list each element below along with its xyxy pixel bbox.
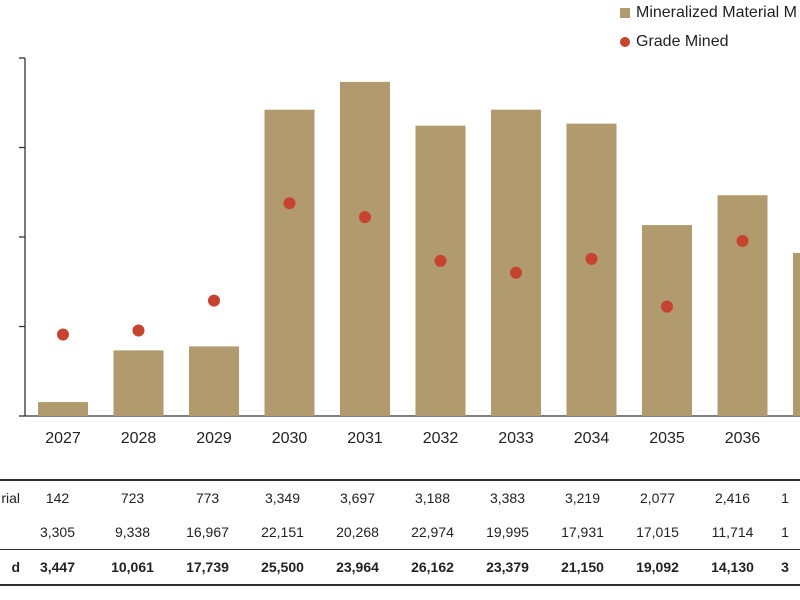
bar-2035: [642, 225, 692, 416]
bar-2030: [264, 109, 315, 416]
grade-point-2033: [510, 266, 522, 279]
grade-point-2036: [736, 234, 749, 247]
row-label: [0, 515, 20, 550]
table-cell: 26,162: [395, 549, 470, 586]
legend-dot-label: Grade Mined: [636, 33, 729, 50]
bar-2031: [340, 81, 390, 416]
table-cell: 3,188: [395, 479, 470, 515]
table-cell: 3,383: [470, 479, 545, 515]
table-cell: 23,964: [320, 549, 395, 586]
x-tick-label-2036: 2036: [725, 430, 761, 447]
table-cell: 3,219: [545, 479, 620, 515]
x-tick-label-2030: 2030: [272, 430, 308, 447]
legend-bar-label: Mineralized Material M: [636, 4, 797, 21]
table-cell: 19,092: [620, 549, 695, 586]
bar-2032: [415, 125, 466, 416]
x-tick-label-2028: 2028: [121, 430, 157, 447]
table-cell-partial: 1: [781, 524, 789, 540]
x-tick-label-2032: 2032: [423, 430, 459, 447]
x-tick-label-2029: 2029: [196, 430, 232, 447]
legend-item-dot: Grade Mined: [620, 33, 729, 51]
bar-2029: [189, 346, 239, 416]
table-cell: 23,379: [470, 549, 545, 586]
table-row: rial 142 723 773 3,349 3,697 3,188 3,383 3,219 2,…: [0, 479, 800, 515]
x-tick-label-2033: 2033: [498, 430, 534, 447]
table-cell-partial: 3: [770, 549, 800, 586]
table-row: 3,305 9,338 16,967 22,151 20,268 22,974 19,995…: [0, 515, 800, 550]
table-cell: 17,015: [636, 524, 679, 540]
grade-point-2027: [57, 328, 69, 341]
table-cell: 16,967: [186, 524, 229, 540]
bar-2036: [717, 195, 768, 416]
table-cell: 3,349: [245, 479, 320, 515]
table-cell: 10,061: [95, 549, 170, 586]
table-cell: 9,338: [114, 524, 151, 540]
table-cell: 19,995: [486, 524, 529, 540]
row-label: d: [0, 549, 20, 586]
legend-bar-swatch: [620, 7, 630, 18]
chart-plot: 2027 2028 2029 2030 2031 2032 2033 2034 2035 2036: [19, 57, 800, 447]
table-cell: 11,714: [711, 524, 754, 540]
table-cell: 2,416: [695, 479, 770, 515]
bar-2027: [38, 402, 88, 416]
table-cell: 22,151: [261, 524, 304, 540]
x-tick-label-2031: 2031: [347, 430, 383, 447]
row-label: rial: [0, 479, 20, 515]
table-cell: 773: [170, 479, 245, 515]
bar-2034: [566, 123, 617, 416]
grade-point-2032: [434, 254, 447, 267]
legend-dot-swatch: [620, 36, 630, 47]
bar-2033: [491, 109, 541, 416]
table-cell: 2,077: [620, 479, 695, 515]
grade-point-2034: [585, 252, 598, 265]
table-cell: 17,739: [170, 549, 245, 586]
chart-legend: Mineralized Material M Grade Mined: [614, 0, 800, 60]
x-tick-label-2034: 2034: [574, 430, 610, 447]
x-tick-label-2027: 2027: [45, 430, 81, 447]
bar-2028: [113, 350, 164, 416]
table-cell: 3,447: [20, 549, 95, 586]
table-cell-partial: 1: [770, 479, 800, 515]
table-cell: 3,697: [320, 479, 395, 515]
data-table: rial 142 723 773 3,349 3,697 3,188 3,383 3,219 2,…: [0, 479, 800, 586]
table-cell: 17,931: [561, 524, 604, 540]
table-cell: 3,305: [39, 524, 76, 540]
grade-point-2030: [283, 197, 296, 210]
x-tick-label-2035: 2035: [649, 430, 685, 447]
grade-point-2031: [359, 211, 371, 224]
grade-point-2029: [208, 294, 220, 307]
bar-partial: [793, 252, 800, 416]
table-cell: 21,150: [545, 549, 620, 586]
grade-point-2035: [661, 300, 673, 313]
table-cell: 723: [95, 479, 170, 515]
table-cell: 20,268: [336, 524, 379, 540]
table-cell: 142: [20, 479, 95, 515]
grade-point-2028: [132, 324, 145, 337]
table-cell: 25,500: [245, 549, 320, 586]
table-row: d 3,447 10,061 17,739 25,500 23,964 26,162 23,3…: [0, 549, 800, 586]
table-cell: 22,974: [411, 524, 454, 540]
table-cell: 14,130: [695, 549, 770, 586]
legend-item-bar: Mineralized Material M: [620, 4, 797, 22]
